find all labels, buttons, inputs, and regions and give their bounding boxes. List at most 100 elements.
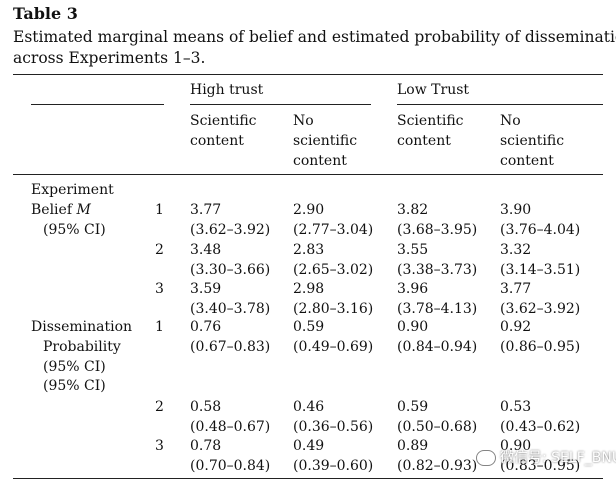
group-header-low-trust: Low Trust — [397, 82, 470, 98]
watermark-text: 微信号: SELF_BNU — [500, 450, 616, 466]
header-bottom-rule — [13, 174, 603, 175]
row-label-dissemination-ci-1: (95% CI) — [43, 359, 106, 375]
cell-ci: (0.67–0.83) — [190, 339, 271, 355]
dissemination-table-cell: 0.59 (0.50–0.68) — [397, 397, 477, 437]
cell-ci: (2.80–3.16) — [293, 301, 374, 317]
belief-table-cell: 3.77 (3.62–3.92) — [190, 200, 270, 240]
dissemination-table-cell: 0.92 (0.86–0.95) — [500, 317, 580, 357]
belief-table-cell: 3.96 (3.78–4.13) — [397, 279, 477, 319]
dissemination-table-cell: 0.90 (0.83–0.95) — [500, 436, 580, 476]
cell-mean: 0.90 — [397, 319, 429, 335]
cell-mean: 3.77 — [500, 281, 532, 297]
subheader-low-no-scientific: No scientific content — [500, 113, 565, 169]
belief-table-cell: 3.55 (3.38–3.73) — [397, 240, 477, 280]
cell-mean: 3.82 — [397, 202, 429, 218]
row-label-probability: Probability — [43, 339, 121, 355]
dissemination-experiment-number: 2 — [155, 399, 164, 415]
bottom-rule — [13, 478, 603, 479]
cell-mean: 0.78 — [190, 438, 222, 454]
dissemination-table-cell: 0.59 (0.49–0.69) — [293, 317, 373, 357]
cell-mean: 0.53 — [500, 399, 532, 415]
cell-mean: 0.58 — [190, 399, 222, 415]
cell-ci: (0.84–0.94) — [397, 339, 478, 355]
belief-table-cell: 2.98 (2.80–3.16) — [293, 279, 373, 319]
cell-ci: (3.76–4.04) — [500, 222, 581, 238]
belief-table-cell: 2.90 (2.77–3.04) — [293, 200, 373, 240]
cell-ci: (3.14–3.51) — [500, 262, 581, 278]
row-label-belief: Belief M — [31, 202, 91, 218]
cell-mean: 3.48 — [190, 242, 222, 258]
row-label-dissemination: Dissemination — [31, 319, 133, 335]
cell-ci: (0.70–0.84) — [190, 458, 271, 474]
cell-ci: (3.30–3.66) — [190, 262, 271, 278]
top-rule — [13, 74, 603, 75]
cell-mean: 0.59 — [293, 319, 325, 335]
wechat-icon — [476, 450, 496, 466]
cell-mean: 3.96 — [397, 281, 429, 297]
cell-mean: 3.59 — [190, 281, 222, 297]
cell-mean: 0.92 — [500, 319, 532, 335]
watermark: 微信号: SELF_BNU — [476, 447, 616, 467]
dissemination-table-cell: 0.76 (0.67–0.83) — [190, 317, 270, 357]
dissemination-table-cell: 0.90 (0.84–0.94) — [397, 317, 477, 357]
belief-table-cell: 3.48 (3.30–3.66) — [190, 240, 270, 280]
belief-table-cell: 3.82 (3.68–3.95) — [397, 200, 477, 240]
dissemination-table-cell: 0.49 (0.39–0.60) — [293, 436, 373, 476]
belief-table-cell: 2.83 (2.65–3.02) — [293, 240, 373, 280]
cell-ci: (0.50–0.68) — [397, 419, 478, 435]
dissemination-table-cell: 0.46 (0.36–0.56) — [293, 397, 373, 437]
group-header-high-trust: High trust — [190, 82, 264, 98]
cell-mean: 0.59 — [397, 399, 429, 415]
cell-ci: (0.39–0.60) — [293, 458, 374, 474]
cell-ci: (2.65–3.02) — [293, 262, 374, 278]
cell-ci: (3.78–4.13) — [397, 301, 478, 317]
cell-ci: (3.68–3.95) — [397, 222, 478, 238]
cell-mean: 2.98 — [293, 281, 325, 297]
cell-ci: (0.83–0.95) — [500, 458, 581, 474]
cell-mean: 0.89 — [397, 438, 429, 454]
cell-mean: 3.32 — [500, 242, 532, 258]
cell-ci: (0.82–0.93) — [397, 458, 478, 474]
dissemination-table-cell: 0.53 (0.43–0.62) — [500, 397, 580, 437]
cell-ci: (0.86–0.95) — [500, 339, 581, 355]
cell-mean: 3.90 — [500, 202, 532, 218]
belief-experiment-number: 2 — [155, 242, 164, 258]
subheader-high-no-scientific: No scientific content — [293, 113, 358, 169]
dissemination-table-cell: 0.78 (0.70–0.84) — [190, 436, 270, 476]
cell-ci: (3.62–3.92) — [190, 222, 271, 238]
subheader-high-scientific: Scientific content — [190, 113, 257, 149]
belief-experiment-number: 3 — [155, 281, 164, 297]
cell-mean: 0.90 — [500, 438, 532, 454]
row-label-experiment: Experiment — [31, 182, 114, 198]
belief-table-cell: 3.59 (3.40–3.78) — [190, 279, 270, 319]
belief-table-cell: 3.90 (3.76–4.04) — [500, 200, 580, 240]
cell-mean: 3.55 — [397, 242, 429, 258]
belief-experiment-number: 1 — [155, 202, 164, 218]
belief-table-cell: 3.77 (3.62–3.92) — [500, 279, 580, 319]
cell-ci: (0.43–0.62) — [500, 419, 581, 435]
table-title: Table 3 — [13, 4, 78, 23]
cell-ci: (0.36–0.56) — [293, 419, 374, 435]
dissemination-experiment-number: 3 — [155, 438, 164, 454]
stub-underline — [31, 104, 164, 105]
cell-ci: (2.77–3.04) — [293, 222, 374, 238]
belief-table-cell: 3.32 (3.14–3.51) — [500, 240, 580, 280]
cell-mean: 2.90 — [293, 202, 325, 218]
row-label-belief-ci: (95% CI) — [43, 222, 106, 238]
table-caption-line-1: Estimated marginal means of belief and e… — [13, 28, 616, 46]
low-trust-underline — [397, 104, 603, 105]
cell-mean: 0.76 — [190, 319, 222, 335]
cell-ci: (3.38–3.73) — [397, 262, 478, 278]
row-label-dissemination-ci-2: (95% CI) — [43, 378, 106, 394]
cell-mean: 2.83 — [293, 242, 325, 258]
table-caption-line-2: across Experiments 1–3. — [13, 49, 206, 67]
subheader-low-scientific: Scientific content — [397, 113, 464, 149]
cell-ci: (0.48–0.67) — [190, 419, 271, 435]
cell-mean: 0.49 — [293, 438, 325, 454]
dissemination-table-cell: 0.89 (0.82–0.93) — [397, 436, 477, 476]
cell-ci: (0.49–0.69) — [293, 339, 374, 355]
cell-ci: (3.40–3.78) — [190, 301, 271, 317]
dissemination-experiment-number: 1 — [155, 319, 164, 335]
cell-ci: (3.62–3.92) — [500, 301, 581, 317]
dissemination-table-cell: 0.58 (0.48–0.67) — [190, 397, 270, 437]
